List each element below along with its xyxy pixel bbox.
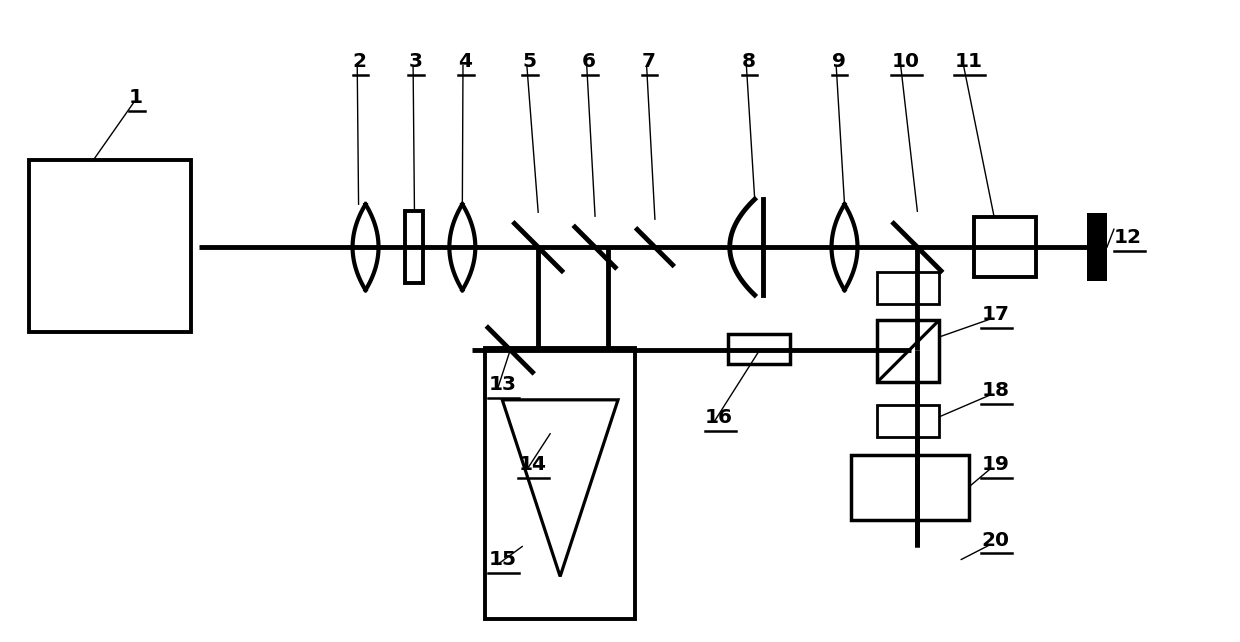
Text: 20: 20 xyxy=(981,530,1009,550)
Text: 19: 19 xyxy=(981,455,1009,474)
Bar xyxy=(878,405,940,437)
Bar xyxy=(975,217,1037,277)
Text: 11: 11 xyxy=(955,51,982,71)
Text: 7: 7 xyxy=(642,51,656,71)
Text: 18: 18 xyxy=(981,381,1009,400)
Bar xyxy=(728,334,790,364)
Text: 17: 17 xyxy=(981,305,1009,324)
Bar xyxy=(1087,213,1107,281)
Bar xyxy=(30,160,191,332)
Text: 13: 13 xyxy=(489,375,516,394)
Text: 2: 2 xyxy=(352,51,367,71)
Text: 1: 1 xyxy=(129,89,143,107)
Bar xyxy=(485,348,635,620)
Text: 9: 9 xyxy=(832,51,846,71)
Text: 10: 10 xyxy=(892,51,919,71)
Text: 16: 16 xyxy=(704,408,733,427)
Bar xyxy=(852,455,970,519)
Text: 12: 12 xyxy=(1114,228,1142,247)
Text: 3: 3 xyxy=(408,51,423,71)
Bar xyxy=(405,211,423,283)
Bar xyxy=(878,320,940,382)
Text: 15: 15 xyxy=(489,550,516,569)
Bar xyxy=(878,272,940,304)
Text: 5: 5 xyxy=(522,51,536,71)
Text: 4: 4 xyxy=(459,51,472,71)
Text: 6: 6 xyxy=(582,51,596,71)
Text: 14: 14 xyxy=(518,455,547,474)
Text: 8: 8 xyxy=(742,51,755,71)
